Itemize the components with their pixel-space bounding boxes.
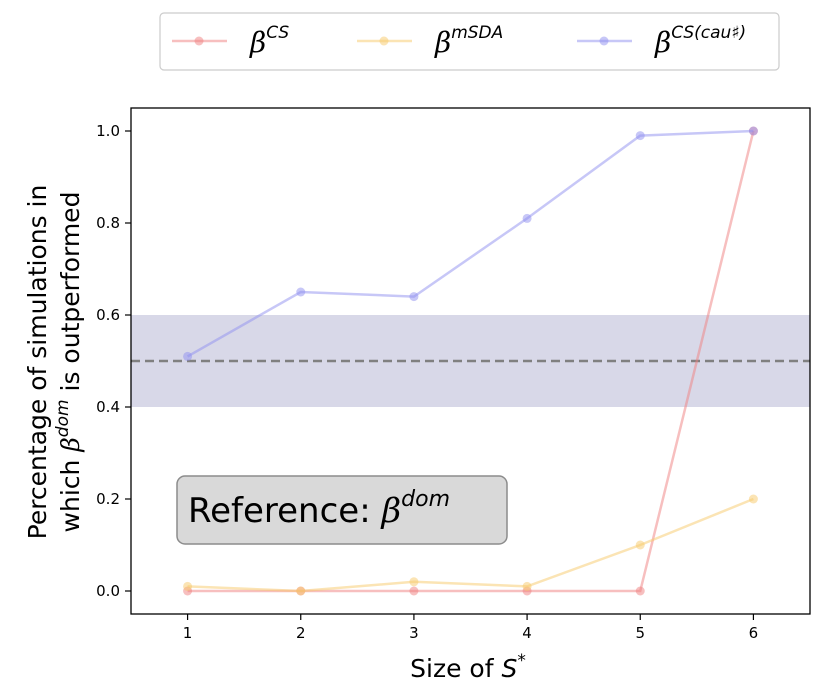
data-point-cs-cau [522,213,532,223]
legend-swatch-marker [379,36,389,46]
y-tick-label: 0.4 [96,398,120,416]
x-tick-label: 2 [296,624,306,642]
data-point-msda [522,581,532,591]
x-tick-label: 1 [183,624,193,642]
data-point-msda [409,577,419,587]
y-tick-label: 0.8 [96,214,120,232]
y-axis-label-line2: which βdom is outperformed [53,192,85,533]
x-axis-label: Size of S* [410,651,526,683]
legend: βCS βmSDA βCS(cau♯) [159,12,780,71]
data-point-cs-cau [409,292,419,302]
plot-frame [130,107,811,615]
x-tick-label: 4 [522,624,532,642]
legend-label: βCS(cau♯) [654,23,746,59]
legend-label: βCS [249,23,289,59]
x-tick-label: 3 [409,624,419,642]
legend-box [159,12,780,71]
data-point-msda [183,581,193,591]
y-tick-label: 0.2 [96,490,120,508]
series-msda [183,494,758,596]
series-line-cs-cau [186,129,754,358]
data-point-cs [409,586,419,596]
x-tick-label: 5 [635,624,645,642]
legend-entry-msda: βmSDA [357,23,503,59]
y-axis-label: Percentage of simulations in which βdom … [23,185,85,540]
annotation-box [176,475,508,545]
data-point-msda [748,494,758,504]
series-cs-cau [183,126,758,361]
legend-label: βmSDA [434,23,503,59]
legend-swatch-marker [194,36,204,46]
y-tick-label: 0.6 [96,306,120,324]
plot-area: 1 2 3 4 5 6 0.0 0.2 0.4 0.6 0.8 1.0 [96,107,811,642]
y-tick-label: 1.0 [96,122,120,140]
legend-swatch-marker [599,36,609,46]
y-axis-label-line1: Percentage of simulations in [23,185,52,540]
x-tick-label: 6 [749,624,759,642]
data-point-cs-cau [748,126,758,136]
legend-entry-cs: βCS [172,23,289,59]
data-point-msda [635,540,645,550]
data-point-cs-cau [183,351,193,361]
annotation-text: Reference: βdom [188,487,450,531]
data-point-cs-cau [635,131,645,141]
series-line-msda [187,497,754,593]
data-point-cs-cau [296,287,306,297]
data-point-cs [635,586,645,596]
data-point-msda [296,586,306,596]
legend-entry-cs-cau: βCS(cau♯) [577,23,746,59]
annotation: Reference: βdom [176,475,508,545]
y-tick-label: 0.0 [96,582,120,600]
